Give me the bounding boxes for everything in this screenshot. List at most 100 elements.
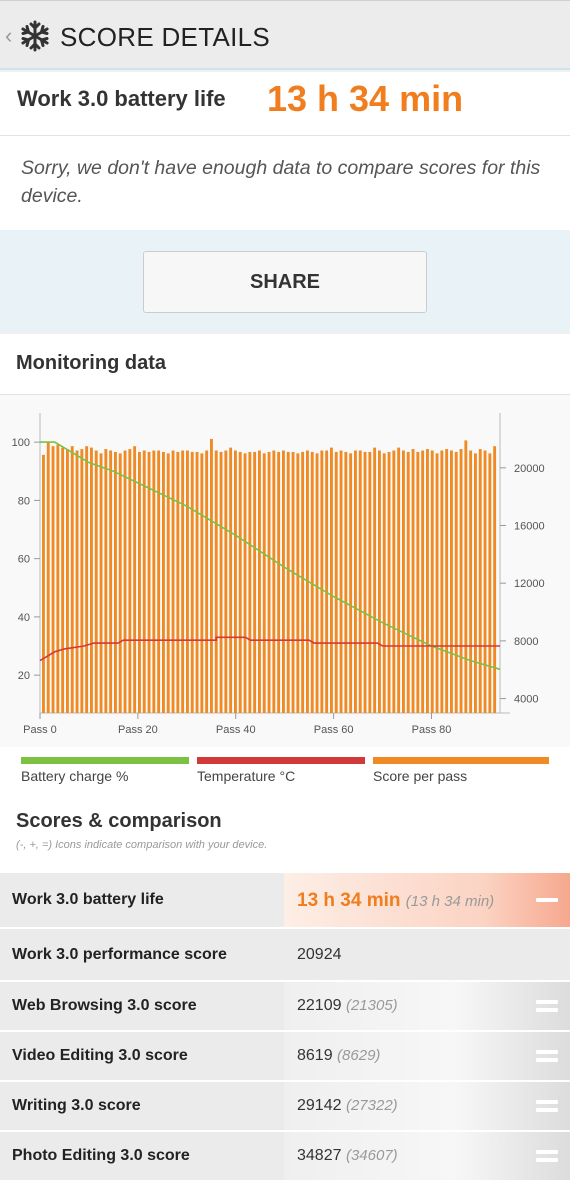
score-bar: [157, 450, 161, 713]
share-button[interactable]: SHARE: [143, 251, 427, 313]
score-bar: [315, 453, 319, 713]
score-value: 29142: [297, 1097, 342, 1114]
score-bar: [358, 450, 362, 713]
score-bar: [402, 450, 405, 713]
score-bar: [397, 447, 401, 713]
score-bar: [200, 453, 204, 713]
score-compare: (21305): [345, 997, 398, 1014]
score-compare: (34607): [345, 1147, 398, 1164]
score-row-value-cell: 22109 (21305): [284, 982, 570, 1030]
score-bar: [334, 451, 338, 713]
score-bar: [373, 447, 377, 713]
score-bar: [133, 446, 137, 713]
score-bar: [85, 446, 89, 713]
score-row-value-cell: 34827 (34607): [284, 1132, 570, 1180]
score-bar: [243, 453, 247, 713]
share-area: SHARE: [0, 230, 570, 332]
score-bar: [70, 446, 74, 713]
score-bar: [258, 450, 261, 713]
score-bar: [186, 450, 189, 713]
score-bar: [296, 453, 300, 713]
right-tick-label: 8000: [514, 636, 538, 648]
legend-score-label: Score per pass: [373, 768, 468, 784]
legend-temperature: Temperature °C: [197, 757, 365, 784]
comparison-message: Sorry, we don't have enough data to comp…: [21, 157, 541, 207]
app-header: ‹ SCORE DETAILS: [0, 0, 570, 70]
score-bar: [286, 451, 290, 713]
x-tick-label: Pass 60: [314, 724, 354, 736]
score-bar: [378, 450, 381, 713]
equals-icon: [536, 1000, 558, 1014]
score-bar: [118, 453, 122, 713]
score-row-name: Photo Editing 3.0 score: [12, 1147, 190, 1164]
legend-score-swatch: [373, 757, 549, 764]
monitoring-card: Monitoring data 20 40 60 80 100 4000 8000 12000…: [0, 334, 570, 871]
score-bar: [426, 449, 429, 713]
score-bar: [128, 449, 132, 713]
divider: [0, 135, 570, 136]
score-row-performance[interactable]: Work 3.0 performance score 20924: [0, 927, 570, 980]
score-bar: [210, 438, 213, 713]
score-row-value-cell: 20924: [284, 929, 570, 980]
score-bar: [162, 451, 165, 713]
x-tick-label: Pass 0: [23, 724, 57, 736]
score-row-web-browsing[interactable]: Web Browsing 3.0 score 22109 (21305): [0, 980, 570, 1030]
score-bar: [320, 450, 324, 713]
score-row-writing[interactable]: Writing 3.0 score 29142 (27322): [0, 1080, 570, 1130]
score-bar: [368, 451, 372, 713]
monitoring-title: Monitoring data: [16, 352, 166, 374]
score-row-value-cell: 8619 (8629): [284, 1032, 570, 1080]
equals-icon: [536, 1050, 558, 1064]
score-value: 34827: [297, 1147, 342, 1164]
score-bar: [454, 451, 458, 713]
score-bar: [56, 444, 60, 713]
score-bar: [214, 450, 218, 713]
back-chevron-icon[interactable]: ‹: [5, 23, 13, 48]
score-bar: [262, 453, 266, 713]
score-bar: [42, 454, 45, 713]
score-compare: (8629): [337, 1047, 381, 1064]
score-bar: [51, 446, 55, 713]
score-bar: [301, 451, 305, 713]
score-bar: [421, 450, 425, 713]
score-bar: [450, 450, 453, 713]
score-bar: [387, 451, 391, 713]
score-bar: [224, 450, 228, 713]
score-bar: [205, 450, 209, 713]
score-bar: [152, 450, 156, 713]
score-value: 13 h 34 min: [297, 890, 401, 911]
score-bar: [238, 451, 242, 713]
score-bar: [382, 453, 386, 713]
result-label: Work 3.0 battery life: [17, 86, 226, 111]
score-bar: [195, 451, 199, 713]
score-bar: [253, 451, 257, 713]
left-tick-label: 100: [12, 437, 30, 449]
score-row-video-editing[interactable]: Video Editing 3.0 score 8619 (8629): [0, 1030, 570, 1080]
x-tick-label: Pass 40: [216, 724, 256, 736]
score-bar: [440, 450, 444, 713]
score-row-value: 29142 (27322): [297, 1097, 398, 1115]
score-bar: [282, 450, 285, 713]
x-tick-label: Pass 20: [118, 724, 158, 736]
snowflake-icon[interactable]: [18, 19, 52, 53]
score-row-battery-life[interactable]: Work 3.0 battery life 13 h 34 min (13 h …: [0, 871, 570, 927]
score-row-photo-editing[interactable]: Photo Editing 3.0 score 34827 (34607): [0, 1130, 570, 1180]
score-bar: [430, 450, 434, 713]
minus-icon: [536, 898, 558, 902]
x-tick-label: Pass 80: [412, 724, 452, 736]
score-bar: [219, 451, 223, 713]
score-bar: [90, 447, 93, 713]
score-bar: [75, 450, 79, 713]
score-bar: [190, 451, 194, 713]
right-tick-label: 16000: [514, 521, 545, 533]
score-bar: [99, 453, 103, 713]
legend-battery-swatch: [21, 757, 189, 764]
score-bar: [229, 447, 233, 713]
score-row-value-cell: 13 h 34 min (13 h 34 min): [284, 873, 570, 927]
legend-temperature-swatch: [197, 757, 365, 764]
score-bar: [474, 453, 477, 713]
score-bar: [142, 450, 146, 713]
score-row-value: 34827 (34607): [297, 1147, 398, 1165]
legend-temperature-label: Temperature °C: [197, 768, 296, 784]
score-bar: [411, 449, 415, 713]
